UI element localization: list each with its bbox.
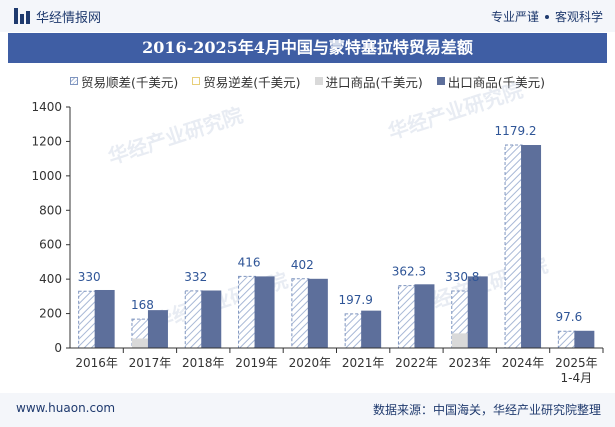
x-tick-label: 2022年 xyxy=(395,356,438,370)
tagline-right: 客观科学 xyxy=(554,10,603,24)
title-bar: 2016-2025年4月中国与蒙特塞拉特贸易差额 xyxy=(8,33,607,63)
bar-chart: 0 200 400 600 800 1000 1200 1400 330 168 332 416 40… xyxy=(31,100,604,385)
bar-import[interactable] xyxy=(451,333,469,348)
footer-website[interactable]: www.huaon.com xyxy=(16,401,116,415)
bars xyxy=(78,144,595,349)
bar-surplus[interactable] xyxy=(291,278,310,349)
y-tick-label: 1000 xyxy=(31,169,62,183)
legend-item-import[interactable]: 进口商品(千美元) xyxy=(314,71,423,91)
tagline-dot-icon xyxy=(544,14,549,19)
legend-swatch-export-icon xyxy=(436,77,445,85)
bar-export[interactable] xyxy=(414,284,435,348)
y-tick-label: 800 xyxy=(39,203,62,217)
bar-export[interactable] xyxy=(467,276,488,348)
data-label: 330 xyxy=(78,270,101,284)
legend-label-deficit: 贸易逆差(千美元) xyxy=(203,74,301,90)
bar-export[interactable] xyxy=(201,290,222,348)
tagline-left: 专业严谨 xyxy=(490,10,539,24)
x-tick-label: 2024年 xyxy=(502,356,545,370)
legend-swatch-deficit-icon xyxy=(192,77,201,85)
footer-source: 数据来源：中国海关，华经产业研究院整理 xyxy=(372,403,601,417)
brand[interactable]: 华经情报网 xyxy=(14,7,102,26)
y-tick-label: 400 xyxy=(39,272,62,286)
x-tick-label: 2023年 xyxy=(448,356,491,370)
data-label: 332 xyxy=(184,270,207,284)
x-tick-label: 2021年 xyxy=(342,356,385,370)
bar-surplus[interactable] xyxy=(238,275,257,349)
legend-swatch-surplus-icon xyxy=(69,77,78,85)
x-tick-label: 2018年 xyxy=(182,356,225,370)
legend-item-surplus[interactable]: 贸易顺差(千美元) xyxy=(69,71,179,91)
brand-logo-icon xyxy=(14,8,30,24)
legend-label-surplus: 贸易顺差(千美元) xyxy=(80,74,179,90)
bar-export[interactable] xyxy=(94,289,115,348)
bar-export[interactable] xyxy=(521,145,542,348)
bar-export[interactable] xyxy=(147,310,168,348)
top-bar: 华经情报网 专业严谨 客观科学 xyxy=(0,0,615,32)
bar-import[interactable] xyxy=(131,338,149,348)
bar-export[interactable] xyxy=(254,276,275,348)
data-label: 330.8 xyxy=(445,270,479,284)
bar-surplus[interactable] xyxy=(78,290,97,349)
legend-swatch-import-icon xyxy=(314,77,323,85)
x-axis: 2016年 2017年 2018年 2019年 2020年 2021年 2022年 2023年… xyxy=(70,347,604,385)
x-tick-label: 2019年 xyxy=(235,356,278,370)
x-tick-label: 2016年 xyxy=(75,356,118,370)
bar-surplus[interactable] xyxy=(344,313,363,349)
chart-title: 2016-2025年4月中国与蒙特塞拉特贸易差额 xyxy=(142,38,473,57)
data-label: 168 xyxy=(131,298,154,312)
bar-export[interactable] xyxy=(307,278,328,348)
y-axis: 0 200 400 600 800 1000 1200 1400 xyxy=(31,100,71,355)
legend: 贸易顺差(千美元) 贸易逆差(千美元) 进口商品(千美元) 出口商品(千美元) xyxy=(0,71,615,91)
bar-surplus[interactable] xyxy=(557,330,576,349)
bar-surplus[interactable] xyxy=(504,144,523,349)
data-label: 362.3 xyxy=(392,265,426,279)
legend-item-deficit[interactable]: 贸易逆差(千美元) xyxy=(192,71,301,91)
bar-surplus[interactable] xyxy=(184,290,203,349)
tagline: 专业严谨 客观科学 xyxy=(491,8,603,25)
y-tick-label: 600 xyxy=(39,238,62,252)
legend-label-import: 进口商品(千美元) xyxy=(325,74,423,90)
x-tick-label: 2017年 xyxy=(129,356,172,370)
y-tick-label: 0 xyxy=(54,341,62,355)
legend-label-export: 出口商品(千美元) xyxy=(447,74,546,90)
data-label: 402 xyxy=(291,258,314,272)
bar-surplus[interactable] xyxy=(397,285,416,349)
y-tick-label: 1400 xyxy=(31,100,62,114)
y-tick-label: 200 xyxy=(39,307,62,321)
data-label: 416 xyxy=(238,255,261,269)
brand-name: 华经情报网 xyxy=(36,10,102,26)
x-tick-label: 2020年 xyxy=(289,356,332,370)
bar-export[interactable] xyxy=(361,310,382,348)
data-labels: 330 168 332 416 402 197.9 362.3 330.8 1179.2 97.6 xyxy=(78,124,583,324)
data-label: 1179.2 xyxy=(495,124,537,138)
data-label: 197.9 xyxy=(338,293,372,307)
legend-item-export[interactable]: 出口商品(千美元) xyxy=(436,71,546,91)
y-tick-label: 1200 xyxy=(31,134,62,148)
data-label: 97.6 xyxy=(555,310,582,324)
bar-export[interactable] xyxy=(574,330,595,348)
x-tick-label: 2025年 xyxy=(555,356,598,370)
footer: www.huaon.com 数据来源：中国海关，华经产业研究院整理 xyxy=(0,393,615,427)
x-tick-label: 1-4月 xyxy=(561,371,593,385)
